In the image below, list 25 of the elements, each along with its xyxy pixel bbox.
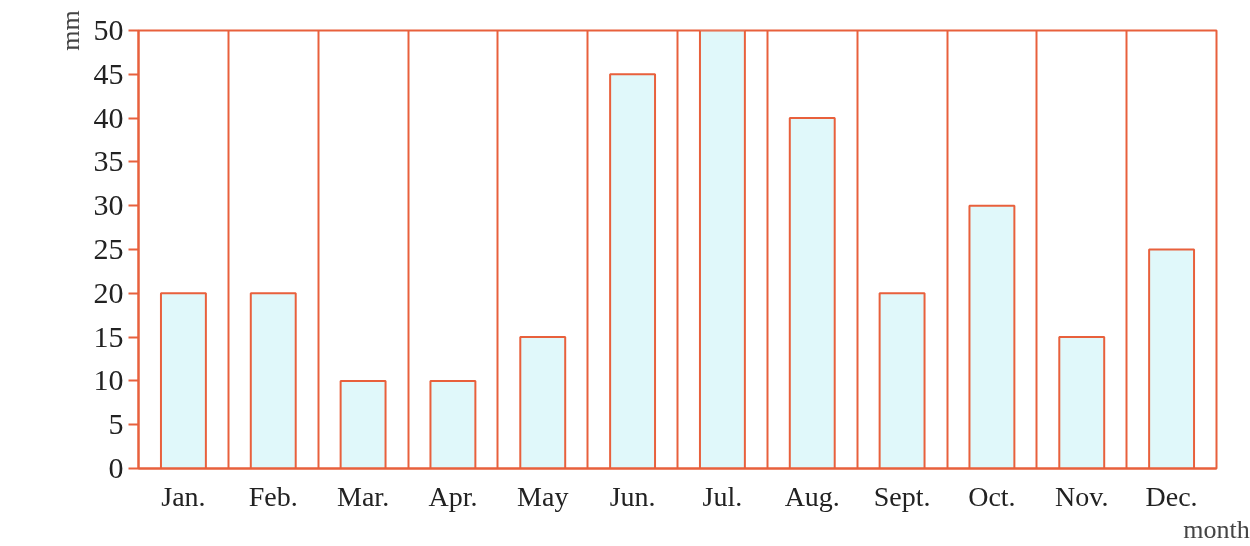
x-tick-label: Sept. (873, 480, 931, 512)
x-tick-label: May (517, 480, 569, 512)
x-tick-label: Jul. (702, 480, 743, 512)
y-tick-label: 25 (93, 232, 124, 265)
x-tick-label: Dec. (1145, 480, 1198, 512)
y-tick-label: 30 (93, 188, 124, 222)
y-tick-label: 40 (93, 100, 124, 134)
x-tick-label: Jan. (161, 480, 206, 512)
x-tick-label: Aug. (784, 480, 840, 512)
x-axis-title: month (1183, 514, 1250, 544)
y-tick-label: 15 (93, 319, 124, 353)
y-tick-label: 10 (93, 363, 124, 397)
y-tick-label: 20 (93, 275, 124, 309)
y-tick-label: 0 (108, 451, 124, 484)
x-tick-label: Oct. (968, 480, 1016, 512)
x-tick-label: Feb. (248, 480, 298, 512)
x-tick-label: Apr. (428, 480, 478, 512)
y-tick-label: 5 (108, 407, 124, 441)
y-axis-title: mm (55, 10, 85, 51)
x-tick-label: Mar. (337, 480, 390, 512)
y-tick-label: 50 (93, 13, 124, 46)
x-tick-label: Nov. (1055, 480, 1109, 512)
x-tick-label: Jun. (609, 480, 656, 512)
y-tick-label: 45 (93, 56, 124, 90)
y-tick-label: 35 (93, 144, 124, 178)
